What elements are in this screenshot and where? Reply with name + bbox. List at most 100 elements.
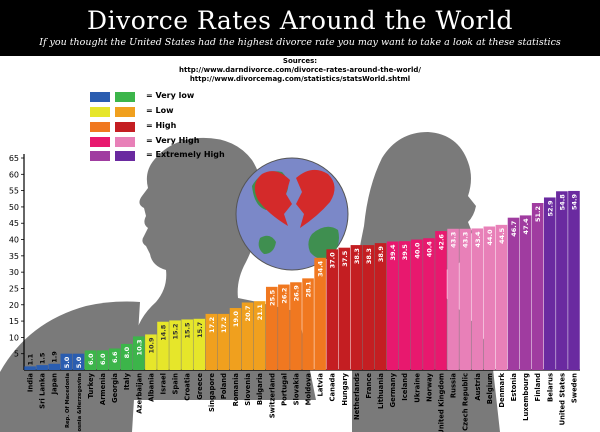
category-label: France	[365, 373, 373, 399]
bar	[543, 197, 556, 370]
bar	[265, 286, 278, 370]
data-label: 39.5	[401, 244, 409, 261]
legend-swatch	[90, 122, 110, 132]
bar	[253, 301, 266, 370]
category-label: United Kingdom	[438, 373, 446, 432]
category-label: Switzerland	[268, 373, 276, 418]
data-label: 46.7	[510, 221, 518, 237]
data-label: 43.3	[450, 232, 458, 248]
y-tick-label: 5	[14, 350, 19, 359]
data-label: 37.5	[341, 250, 349, 267]
data-label: 1.5	[39, 352, 47, 364]
data-label: 1.1	[27, 353, 35, 365]
bar	[60, 353, 73, 370]
category-label: Rep. Of Macedonia	[65, 373, 71, 428]
legend-label: = Low	[146, 106, 174, 115]
category-label: Poland	[220, 373, 228, 399]
category-label: Italy	[123, 372, 131, 390]
bar	[157, 321, 169, 370]
data-label: 17.2	[220, 317, 228, 333]
y-tick-label: 35	[9, 252, 19, 261]
bar	[398, 241, 411, 370]
category-label: Belarus	[546, 373, 554, 402]
data-label: 42.6	[438, 234, 446, 251]
category-label: Hungary	[341, 372, 349, 405]
data-label: 19.0	[232, 311, 240, 328]
legend-swatch	[90, 151, 110, 161]
bar	[495, 224, 508, 370]
data-label: 38.9	[377, 246, 385, 263]
y-tick-label: 25	[9, 284, 19, 293]
legend-swatch	[115, 92, 135, 102]
page-subtitle: If you thought the United States had the…	[39, 37, 561, 48]
data-label: 6.0	[99, 353, 107, 365]
data-label: 10.3	[135, 339, 143, 355]
category-label: Czech Republic	[462, 373, 470, 431]
header-banner: Divorce Rates Around the World If you th…	[0, 0, 600, 56]
category-label: Canada	[329, 373, 337, 402]
y-tick-label: 30	[9, 268, 19, 277]
data-label: 44.5	[498, 227, 506, 244]
data-label: 43.3	[462, 232, 470, 248]
bar	[362, 245, 375, 370]
data-label: 20.7	[244, 305, 252, 321]
category-label: Singapore	[208, 373, 216, 412]
bar	[411, 239, 423, 370]
data-label: 15.5	[184, 322, 192, 339]
category-label: Germany	[389, 372, 397, 407]
y-tick-label: 60	[9, 170, 19, 179]
legend-label: = High	[146, 121, 177, 130]
bar	[556, 191, 568, 370]
category-label: Moldova	[305, 373, 313, 406]
category-label: Belgium	[486, 373, 494, 404]
bar	[471, 228, 484, 370]
bar	[507, 217, 520, 370]
data-label: 44.0	[486, 229, 494, 246]
bar	[84, 350, 97, 370]
data-label: 8.0	[123, 346, 131, 358]
y-tick-label: 20	[9, 301, 19, 310]
source-url-1: http://www.darndivorce.com/divorce-rates…	[179, 66, 421, 74]
broken-heart-left	[254, 171, 292, 226]
category-label: Israel	[160, 373, 168, 394]
data-label: 51.2	[534, 206, 542, 222]
y-tick-label: 50	[9, 203, 19, 212]
bar	[24, 366, 36, 370]
legend-dash	[111, 141, 114, 143]
data-label: 34.4	[317, 260, 325, 277]
category-label: Luxembourg	[522, 373, 530, 421]
bar	[326, 249, 339, 370]
bar	[108, 348, 121, 370]
bar	[36, 365, 48, 370]
category-label: Estonia	[510, 373, 518, 402]
bar	[72, 353, 85, 370]
data-label: 38.3	[365, 248, 373, 264]
bar	[48, 363, 61, 370]
legend-label: = Very High	[146, 136, 200, 145]
category-label: Turkey	[87, 372, 95, 398]
data-label: 25.5	[268, 289, 276, 306]
data-label: 26.9	[292, 285, 300, 302]
legend-swatch	[115, 107, 135, 117]
data-label: 21.1	[256, 304, 264, 321]
category-label: Albania	[147, 373, 155, 402]
legend-label: = Very low	[146, 91, 195, 100]
bar	[205, 313, 218, 370]
data-label: 6.6	[111, 351, 119, 363]
bar	[290, 282, 302, 370]
sources-block: Sources: http://www.darndivorce.com/divo…	[100, 57, 500, 84]
y-tick-label: 40	[9, 236, 19, 245]
sources-label: Sources:	[282, 57, 318, 65]
bar	[568, 190, 580, 370]
bar	[459, 228, 471, 370]
data-label: 15.7	[196, 322, 204, 338]
category-label: Portugal	[280, 373, 288, 406]
data-label: 5.0	[63, 356, 71, 368]
data-label: 54.9	[570, 193, 578, 210]
category-label: Bulgaria	[256, 373, 264, 405]
category-label: Netherlands	[353, 373, 361, 420]
category-label: India	[27, 373, 35, 393]
data-label: 10.9	[147, 337, 155, 354]
source-url-2: http://www.divorcemag.com/statistics/sta…	[189, 75, 411, 83]
category-label: Azerbaijan	[135, 373, 143, 414]
